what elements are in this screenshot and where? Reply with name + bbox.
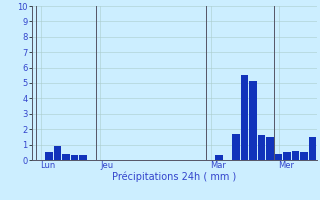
- Bar: [292, 151, 300, 160]
- Bar: [309, 137, 316, 160]
- Bar: [232, 134, 240, 160]
- Bar: [283, 152, 291, 160]
- Bar: [275, 154, 282, 160]
- Bar: [241, 75, 248, 160]
- Bar: [249, 81, 257, 160]
- Bar: [300, 152, 308, 160]
- Bar: [45, 152, 53, 160]
- Bar: [79, 155, 87, 160]
- Bar: [258, 135, 265, 160]
- X-axis label: Précipitations 24h ( mm ): Précipitations 24h ( mm ): [112, 172, 236, 182]
- Bar: [215, 155, 223, 160]
- Bar: [62, 154, 70, 160]
- Bar: [71, 155, 78, 160]
- Bar: [266, 137, 274, 160]
- Bar: [54, 146, 61, 160]
